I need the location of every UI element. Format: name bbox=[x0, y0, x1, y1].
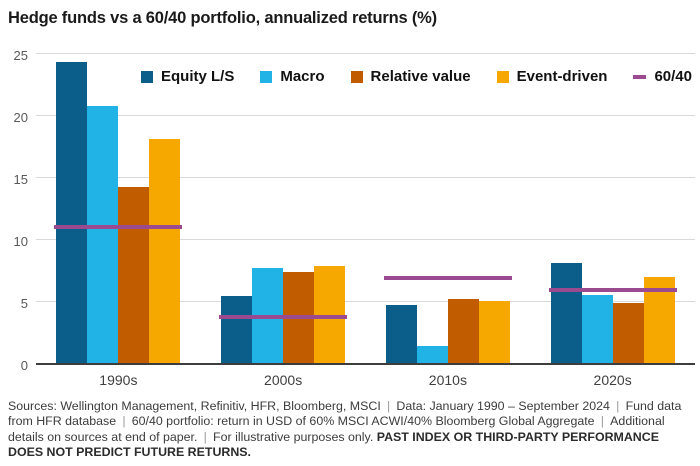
gridline-20 bbox=[36, 115, 695, 116]
footer-segment: For illustrative purposes only. bbox=[213, 429, 377, 444]
footer-separator: | bbox=[197, 429, 214, 444]
chart-title: Hedge funds vs a 60/40 portfolio, annual… bbox=[8, 9, 437, 27]
x-tick-label-2020s: 2020s bbox=[593, 372, 632, 388]
bar-equity-l-s-1990s bbox=[56, 62, 88, 363]
x-tick-label-2010s: 2010s bbox=[428, 372, 467, 388]
bar-relative-value-2020s bbox=[612, 302, 644, 363]
y-tick-label-10: 10 bbox=[13, 234, 28, 249]
y-tick-label-25: 25 bbox=[13, 48, 28, 63]
footer-disclaimer-bold: PAST INDEX OR THIRD-PARTY PERFORMANCE DO… bbox=[8, 429, 659, 460]
footer-segment: Sources: Wellington Management, Refiniti… bbox=[8, 399, 381, 413]
line-60-40-1990s bbox=[54, 225, 183, 230]
gridline-5 bbox=[36, 301, 695, 302]
bar-equity-l-s-2020s bbox=[550, 263, 582, 363]
footer-segment: Data: January 1990 – September 2024 bbox=[396, 399, 610, 413]
footer-note: Sources: Wellington Management, Refiniti… bbox=[0, 392, 700, 461]
footer-separator: | bbox=[594, 414, 611, 429]
legend-item-equity-l-s: Equity L/S bbox=[141, 68, 234, 85]
chart-legend: Equity L/S Macro Relative value Event-drive… bbox=[141, 68, 692, 85]
legend-label: Macro bbox=[280, 68, 325, 85]
footer-segment: Fund data from HFR database bbox=[8, 399, 682, 429]
y-tick-label-15: 15 bbox=[13, 172, 28, 187]
line-60-40-2000s bbox=[219, 315, 348, 320]
footer-segment: 60/40 portfolio: return in USD of 60% MS… bbox=[131, 414, 595, 429]
gridline-15 bbox=[36, 177, 695, 178]
bar-event-driven-2010s bbox=[478, 301, 510, 363]
plot-area: 1990s 2000s 2010s 2020s bbox=[36, 53, 695, 388]
legend-item-macro: Macro bbox=[260, 68, 325, 85]
x-tick-label-1990s: 1990s bbox=[99, 372, 138, 388]
bar-macro-2010s bbox=[416, 345, 448, 363]
legend-item-60-40: 60/40 bbox=[633, 68, 692, 85]
legend-square-swatch-icon bbox=[350, 70, 363, 83]
legend-label: Event-driven bbox=[516, 68, 608, 85]
legend-item-relative-value: Relative value bbox=[350, 68, 471, 85]
y-tick-label-0: 0 bbox=[20, 358, 28, 373]
chart-area: Equity L/S Macro Relative value Event-drive… bbox=[0, 46, 695, 392]
bar-group-2000s: 2000s bbox=[219, 55, 348, 388]
line-60-40-2010s bbox=[383, 276, 512, 280]
bar-equity-l-s-2010s bbox=[385, 305, 417, 363]
legend-label: Equity L/S bbox=[161, 68, 235, 85]
gridline-10 bbox=[36, 239, 695, 240]
bar-event-driven-1990s bbox=[149, 138, 181, 363]
footer-separator: | bbox=[116, 414, 132, 429]
legend-label: Relative value bbox=[370, 68, 471, 85]
x-tick-label-2000s: 2000s bbox=[264, 372, 303, 388]
legend-label: 60/40 bbox=[654, 68, 692, 85]
bar-group-2020s: 2020s bbox=[548, 55, 677, 388]
legend-item-event-driven: Event-driven bbox=[496, 68, 608, 85]
bar-group-2010s: 2010s bbox=[383, 55, 512, 388]
legend-square-swatch-icon bbox=[496, 70, 509, 83]
bar-equity-l-s-2000s bbox=[221, 296, 253, 363]
gridline-25 bbox=[36, 53, 695, 54]
y-tick-label-20: 20 bbox=[13, 110, 28, 125]
bar-event-driven-2000s bbox=[314, 265, 346, 363]
legend-line-swatch-icon bbox=[633, 74, 647, 79]
footer-separator: | bbox=[380, 399, 397, 413]
legend-square-swatch-icon bbox=[260, 70, 273, 83]
legend-square-swatch-icon bbox=[141, 70, 153, 83]
bar-group-1990s: 1990s bbox=[54, 55, 183, 388]
bar-relative-value-1990s bbox=[118, 186, 150, 363]
footer-separator: | bbox=[609, 399, 626, 413]
line-60-40-2020s bbox=[548, 288, 677, 293]
y-tick-label-5: 5 bbox=[20, 296, 28, 311]
bar-macro-1990s bbox=[87, 105, 119, 363]
bar-macro-2020s bbox=[581, 295, 613, 363]
bar-relative-value-2010s bbox=[447, 298, 479, 363]
footer-segment: Additional details on sources at end of … bbox=[8, 414, 665, 444]
